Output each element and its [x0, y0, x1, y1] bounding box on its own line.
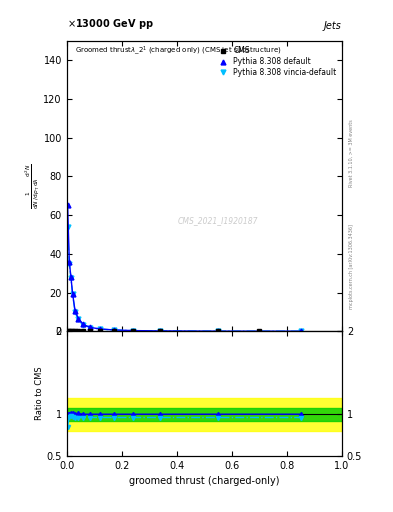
- Pythia 8.308 vincia-default: [158, 328, 163, 334]
- Pythia 8.308 vincia-default: [76, 316, 81, 323]
- Pythia 8.308 default: [70, 290, 75, 296]
- Text: Groomed thrust$\lambda\_2^1$ (charged only) (CMS jet substructure): Groomed thrust$\lambda\_2^1$ (charged on…: [75, 44, 282, 57]
- Pythia 8.308 vincia-default: [68, 275, 73, 281]
- Pythia 8.308 default: [88, 324, 93, 330]
- CMS: [97, 328, 102, 334]
- Legend: CMS, Pythia 8.308 default, Pythia 8.308 vincia-default: CMS, Pythia 8.308 default, Pythia 8.308 …: [215, 45, 338, 79]
- CMS: [67, 328, 72, 334]
- Pythia 8.308 vincia-default: [73, 309, 77, 315]
- Pythia 8.308 default: [216, 328, 220, 334]
- Line: Pythia 8.308 vincia-default: Pythia 8.308 vincia-default: [65, 224, 303, 334]
- Pythia 8.308 vincia-default: [67, 261, 72, 267]
- Pythia 8.308 vincia-default: [216, 328, 220, 334]
- Text: $\times$13000 GeV pp: $\times$13000 GeV pp: [67, 17, 153, 31]
- CMS: [216, 328, 220, 334]
- Y-axis label: $\frac{1}{\mathrm{d}N\,/\,\mathrm{d}p_\mathrm{T}\,\mathrm{d}\lambda}\,\frac{\mat: $\frac{1}{\mathrm{d}N\,/\,\mathrm{d}p_\m…: [24, 163, 42, 209]
- Pythia 8.308 vincia-default: [65, 224, 70, 230]
- Pythia 8.308 default: [111, 327, 116, 333]
- Pythia 8.308 default: [65, 202, 70, 208]
- Y-axis label: Ratio to CMS: Ratio to CMS: [35, 367, 44, 420]
- CMS: [73, 328, 77, 334]
- Text: Rivet 3.1.10, >= 3M events: Rivet 3.1.10, >= 3M events: [349, 120, 354, 187]
- X-axis label: groomed thrust (charged-only): groomed thrust (charged-only): [129, 476, 279, 486]
- Bar: [67, 408, 342, 421]
- Pythia 8.308 vincia-default: [130, 328, 135, 334]
- CMS: [68, 328, 73, 334]
- CMS: [158, 328, 163, 334]
- Pythia 8.308 default: [67, 259, 72, 265]
- Pythia 8.308 vincia-default: [298, 328, 303, 334]
- Pythia 8.308 vincia-default: [70, 291, 75, 297]
- Pythia 8.308 default: [81, 322, 86, 328]
- Pythia 8.308 default: [97, 326, 102, 332]
- Bar: [67, 398, 342, 431]
- Text: CMS_2021_I1920187: CMS_2021_I1920187: [178, 217, 258, 225]
- Pythia 8.308 vincia-default: [81, 322, 86, 328]
- CMS: [81, 328, 86, 334]
- Pythia 8.308 default: [130, 328, 135, 334]
- CMS: [130, 328, 135, 334]
- CMS: [65, 328, 70, 334]
- Pythia 8.308 default: [76, 315, 81, 322]
- CMS: [76, 328, 81, 334]
- CMS: [257, 328, 262, 334]
- Pythia 8.308 vincia-default: [111, 327, 116, 333]
- Pythia 8.308 default: [158, 328, 163, 334]
- Pythia 8.308 default: [68, 274, 73, 280]
- Text: Jets: Jets: [324, 21, 342, 31]
- CMS: [70, 328, 75, 334]
- CMS: [111, 328, 116, 334]
- Pythia 8.308 default: [298, 328, 303, 334]
- Pythia 8.308 vincia-default: [88, 325, 93, 331]
- Line: Pythia 8.308 default: Pythia 8.308 default: [65, 203, 303, 334]
- CMS: [88, 328, 93, 334]
- Pythia 8.308 vincia-default: [97, 326, 102, 332]
- Text: mcplots.cern.ch [arXiv:1306.3436]: mcplots.cern.ch [arXiv:1306.3436]: [349, 224, 354, 309]
- Line: CMS: CMS: [65, 329, 262, 334]
- Pythia 8.308 default: [73, 308, 77, 314]
